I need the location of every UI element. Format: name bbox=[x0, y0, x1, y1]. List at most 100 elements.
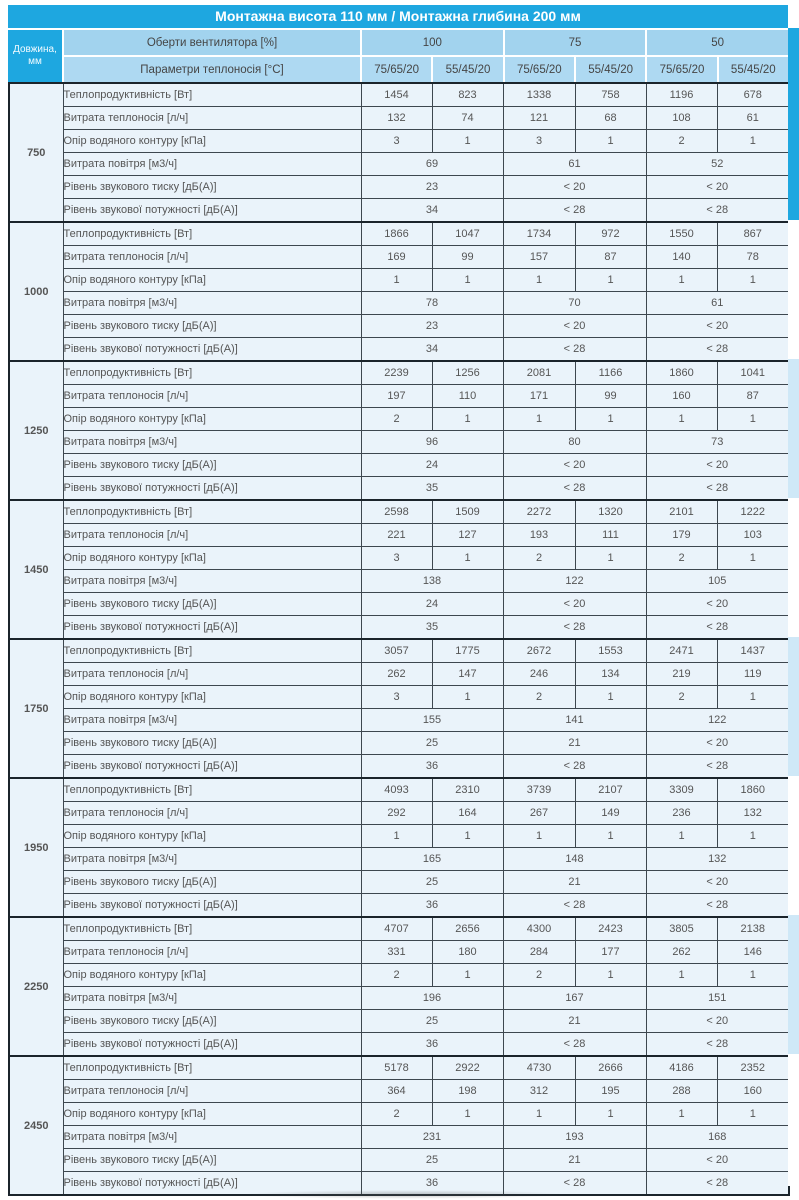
value-cell: 312 bbox=[502, 1079, 576, 1103]
value-cell: 1 bbox=[716, 824, 790, 848]
value-cell: 1041 bbox=[716, 360, 790, 385]
table-row: 1450 Теплопродуктивність [Вт] 2598 1509 2272… bbox=[8, 499, 790, 640]
value-cell: 3805 bbox=[645, 916, 718, 941]
value-cell: 1860 bbox=[716, 777, 790, 802]
table-row: 750 Теплопродуктивність [Вт] 1454 823 1338 75… bbox=[8, 82, 790, 223]
row-label: Теплопродуктивність [Вт] bbox=[62, 638, 362, 663]
value-cell: 69 bbox=[360, 152, 504, 176]
value-cell: 1775 bbox=[431, 638, 504, 663]
value-cell: 36 bbox=[360, 1171, 504, 1196]
page-shadow bbox=[240, 1190, 570, 1199]
value-cell: < 28 bbox=[645, 615, 790, 640]
value-cell: 105 bbox=[645, 569, 790, 593]
table-row: Рівень звукового тиску [дБ(А)] 24 < 20 < 20 bbox=[9, 592, 790, 616]
value-cell: 2272 bbox=[502, 499, 576, 524]
value-cell: 2672 bbox=[502, 638, 576, 663]
table-header: Довжина, мм Оберти вентилятора [%] 100 7… bbox=[8, 30, 789, 82]
value-cell: 1 bbox=[502, 1102, 576, 1126]
value-cell: < 20 bbox=[502, 592, 647, 616]
value-cell: 1454 bbox=[360, 82, 433, 107]
value-cell: 24 bbox=[360, 453, 504, 477]
value-cell: < 28 bbox=[502, 754, 647, 779]
value-cell: 1 bbox=[645, 268, 718, 292]
value-cell: 1 bbox=[645, 824, 718, 848]
value-cell: 2922 bbox=[431, 1055, 504, 1080]
value-cell: 171 bbox=[502, 384, 576, 408]
length-cell: 1250 bbox=[8, 360, 64, 501]
row-label: Теплопродуктивність [Вт] bbox=[62, 82, 362, 107]
value-cell: 972 bbox=[574, 221, 647, 246]
coolant-params-label: Параметри теплоносія [°C] bbox=[64, 57, 360, 82]
row-label: Теплопродуктивність [Вт] bbox=[62, 777, 362, 802]
value-cell: < 28 bbox=[502, 476, 647, 501]
row-label: Теплопродуктивність [Вт] bbox=[62, 360, 362, 385]
value-cell: 2 bbox=[360, 963, 433, 987]
value-cell: 823 bbox=[431, 82, 504, 107]
value-cell: 2423 bbox=[574, 916, 647, 941]
row-label: Витрата повітря [м3/ч] bbox=[62, 291, 362, 315]
row-label: Рівень звукового тиску [дБ(А)] bbox=[62, 592, 362, 616]
length-cell: 750 bbox=[8, 82, 64, 223]
table-row: Рівень звукової потужності [дБ(А)] 36 < 28… bbox=[9, 1171, 790, 1196]
value-cell: 4186 bbox=[645, 1055, 718, 1080]
value-cell: 2471 bbox=[645, 638, 718, 663]
spec-table: 750 Теплопродуктивність [Вт] 1454 823 1338 75… bbox=[8, 82, 790, 1196]
value-cell: < 20 bbox=[502, 175, 647, 199]
table-row: Рівень звукової потужності [дБ(А)] 34 < 28… bbox=[9, 198, 790, 223]
table-row: Витрата теплоносія [л/ч] 292 164 267 149 236 1… bbox=[9, 801, 790, 825]
value-cell: 36 bbox=[360, 1032, 504, 1057]
table-row: Витрата повітря [м3/ч] 165 148 132 bbox=[9, 847, 790, 871]
value-cell: 1 bbox=[645, 963, 718, 987]
value-cell: < 20 bbox=[645, 1148, 790, 1172]
value-cell: 127 bbox=[431, 523, 504, 547]
row-label: Витрата повітря [м3/ч] bbox=[62, 1125, 362, 1149]
value-cell: 132 bbox=[716, 801, 790, 825]
sliver-band bbox=[788, 915, 799, 1054]
table-row: Витрата повітря [м3/ч] 196 167 151 bbox=[9, 986, 790, 1010]
value-cell: 2598 bbox=[360, 499, 433, 524]
value-cell: 292 bbox=[360, 801, 433, 825]
value-cell: 1437 bbox=[716, 638, 790, 663]
value-cell: 1 bbox=[431, 963, 504, 987]
value-cell: 24 bbox=[360, 592, 504, 616]
value-cell: < 20 bbox=[645, 175, 790, 199]
value-cell: < 20 bbox=[645, 731, 790, 755]
value-cell: 1 bbox=[645, 407, 718, 431]
row-label: Витрата повітря [м3/ч] bbox=[62, 569, 362, 593]
table-row: Рівень звукової потужності [дБ(А)] 35 < 28… bbox=[9, 476, 790, 501]
value-cell: < 28 bbox=[645, 754, 790, 779]
value-cell: 1320 bbox=[574, 499, 647, 524]
table-row: Опір водяного контуру [кПа] 2 1 1 1 1 1 bbox=[9, 1102, 790, 1126]
coolant-param: 55/45/20 bbox=[718, 57, 788, 82]
table-row: 1750 Теплопродуктивність [Вт] 3057 1775 2672… bbox=[8, 638, 790, 779]
value-cell: 138 bbox=[360, 569, 504, 593]
value-cell: 2081 bbox=[502, 360, 576, 385]
value-cell: 1 bbox=[574, 685, 647, 709]
row-label: Рівень звукового тиску [дБ(А)] bbox=[62, 1009, 362, 1033]
row-label: Опір водяного контуру [кПа] bbox=[62, 546, 362, 570]
value-cell: 111 bbox=[574, 523, 647, 547]
value-cell: 80 bbox=[502, 430, 647, 454]
row-label: Рівень звукового тиску [дБ(А)] bbox=[62, 1148, 362, 1172]
value-cell: 193 bbox=[502, 1125, 647, 1149]
table-row: 2250 Теплопродуктивність [Вт] 4707 2656 4300… bbox=[8, 916, 790, 1057]
row-label: Теплопродуктивність [Вт] bbox=[62, 916, 362, 941]
value-cell: 149 bbox=[574, 801, 647, 825]
table-row: Рівень звукового тиску [дБ(А)] 25 21 < 20 bbox=[9, 731, 790, 755]
value-cell: < 20 bbox=[645, 592, 790, 616]
value-cell: 331 bbox=[360, 940, 433, 964]
sliver-band bbox=[788, 1054, 799, 1186]
value-cell: 3 bbox=[360, 546, 433, 570]
row-label: Теплопродуктивність [Вт] bbox=[62, 1055, 362, 1080]
length-cell: 1750 bbox=[8, 638, 64, 779]
value-cell: 1166 bbox=[574, 360, 647, 385]
table-row: Витрата повітря [м3/ч] 78 70 61 bbox=[9, 291, 790, 315]
value-cell: 141 bbox=[502, 708, 647, 732]
value-cell: 2656 bbox=[431, 916, 504, 941]
value-cell: 73 bbox=[645, 430, 790, 454]
value-cell: 2 bbox=[645, 546, 718, 570]
value-cell: 758 bbox=[574, 82, 647, 107]
table-row: Витрата теплоносія [л/ч] 331 180 284 177 262 1… bbox=[9, 940, 790, 964]
table-row: Опір водяного контуру [кПа] 2 1 1 1 1 1 bbox=[9, 407, 790, 431]
value-cell: 364 bbox=[360, 1079, 433, 1103]
